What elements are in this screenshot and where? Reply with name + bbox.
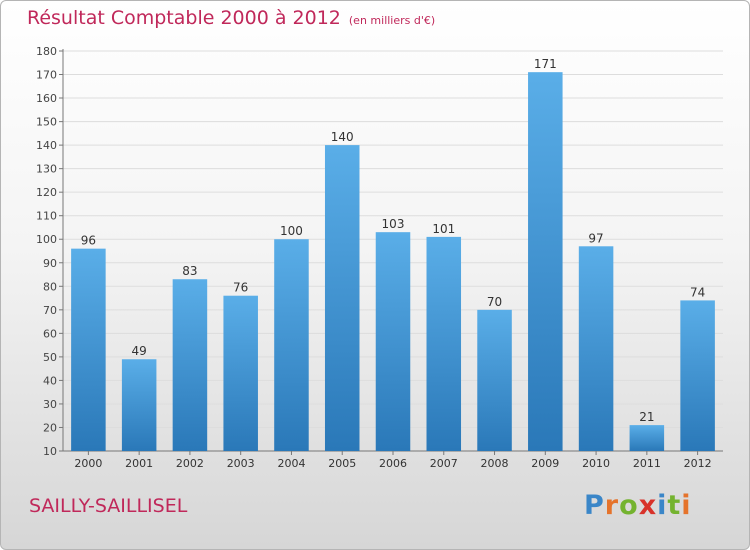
y-tick-label: 30 xyxy=(43,398,57,411)
x-tick-label: 2008 xyxy=(481,457,509,470)
logo-letter: i xyxy=(657,490,668,521)
proxiti-logo[interactable]: Proxiti xyxy=(584,490,692,521)
x-tick-label: 2005 xyxy=(328,457,356,470)
bar xyxy=(578,246,614,451)
y-tick-label: 40 xyxy=(43,374,57,387)
bar xyxy=(528,72,563,452)
bar xyxy=(223,295,258,451)
bar xyxy=(121,359,157,451)
y-tick-label: 10 xyxy=(43,445,57,458)
x-axis-ticks: 2000 2001 2002 2003 2004 2005 2006 2007 2008 2009… xyxy=(74,457,711,470)
bar xyxy=(477,309,512,451)
y-tick-label: 20 xyxy=(43,421,57,434)
x-tick-label: 2012 xyxy=(684,457,712,470)
commune-name: SAILLY-SAILLISEL xyxy=(29,495,188,517)
y-tick-label: 50 xyxy=(43,351,57,364)
x-tick-label: 2007 xyxy=(430,457,458,470)
x-tick-label: 2009 xyxy=(531,457,559,470)
bar xyxy=(375,232,411,451)
logo-letter: i xyxy=(681,490,692,521)
bars xyxy=(71,72,715,452)
y-tick-label: 180 xyxy=(36,45,57,58)
y-tick-label: 90 xyxy=(43,257,57,270)
bar-value-label: 96 xyxy=(81,234,96,248)
y-tick-label: 60 xyxy=(43,327,57,340)
bar-value-label: 74 xyxy=(690,285,705,299)
y-tick-label: 100 xyxy=(36,233,57,246)
bar xyxy=(172,279,208,451)
x-tick-label: 2010 xyxy=(582,457,610,470)
x-tick-label: 2000 xyxy=(74,457,102,470)
bar-value-label: 70 xyxy=(487,295,502,309)
bar xyxy=(324,145,360,451)
bar-value-label: 101 xyxy=(432,222,455,236)
x-tick-label: 2003 xyxy=(227,457,255,470)
y-tick-label: 130 xyxy=(36,163,57,176)
y-tick-label: 80 xyxy=(43,280,57,293)
data-labels: 96 49 83 76 100 140 103 101 70 171 97 21 74 xyxy=(81,57,706,424)
bar-value-label: 21 xyxy=(639,410,654,424)
logo-letter: P xyxy=(584,490,605,521)
bar-value-label: 97 xyxy=(588,231,603,245)
x-tick-label: 2006 xyxy=(379,457,407,470)
x-tick-label: 2001 xyxy=(125,457,153,470)
y-tick-label: 150 xyxy=(36,116,57,129)
bar xyxy=(629,425,665,451)
y-tick-label: 170 xyxy=(36,69,57,82)
chart-title-text: Résultat Comptable 2000 à 2012 xyxy=(27,7,341,29)
y-tick-label: 70 xyxy=(43,304,57,317)
bar-value-label: 76 xyxy=(233,281,248,295)
bar xyxy=(680,300,715,451)
logo-letter: o xyxy=(619,490,639,521)
bar-value-label: 100 xyxy=(280,224,303,238)
y-tick-label: 120 xyxy=(36,186,57,199)
x-tick-label: 2011 xyxy=(633,457,661,470)
y-axis-ticks: 10 20 30 40 50 60 70 80 90 100 110 120 130 140 150 160 1… xyxy=(36,45,57,458)
bar-value-label: 171 xyxy=(534,57,557,71)
x-tick-label: 2002 xyxy=(176,457,204,470)
y-tick-label: 110 xyxy=(36,210,57,223)
bar-value-label: 49 xyxy=(132,344,147,358)
logo-letter: r xyxy=(604,490,620,521)
bar-value-label: 140 xyxy=(331,130,354,144)
bar xyxy=(426,236,462,451)
y-tick-label: 140 xyxy=(36,139,57,152)
bar xyxy=(71,248,106,451)
y-tick-label: 160 xyxy=(36,92,57,105)
bar-value-label: 103 xyxy=(382,217,405,231)
bar xyxy=(274,239,309,451)
logo-letter: x xyxy=(638,490,658,521)
bar-value-label: 83 xyxy=(182,264,197,278)
x-tick-label: 2004 xyxy=(277,457,305,470)
chart-title: Résultat Comptable 2000 à 2012 (en millie… xyxy=(27,7,435,29)
logo-letter: t xyxy=(667,490,682,521)
chart-subtitle: (en milliers d'€) xyxy=(348,14,436,27)
